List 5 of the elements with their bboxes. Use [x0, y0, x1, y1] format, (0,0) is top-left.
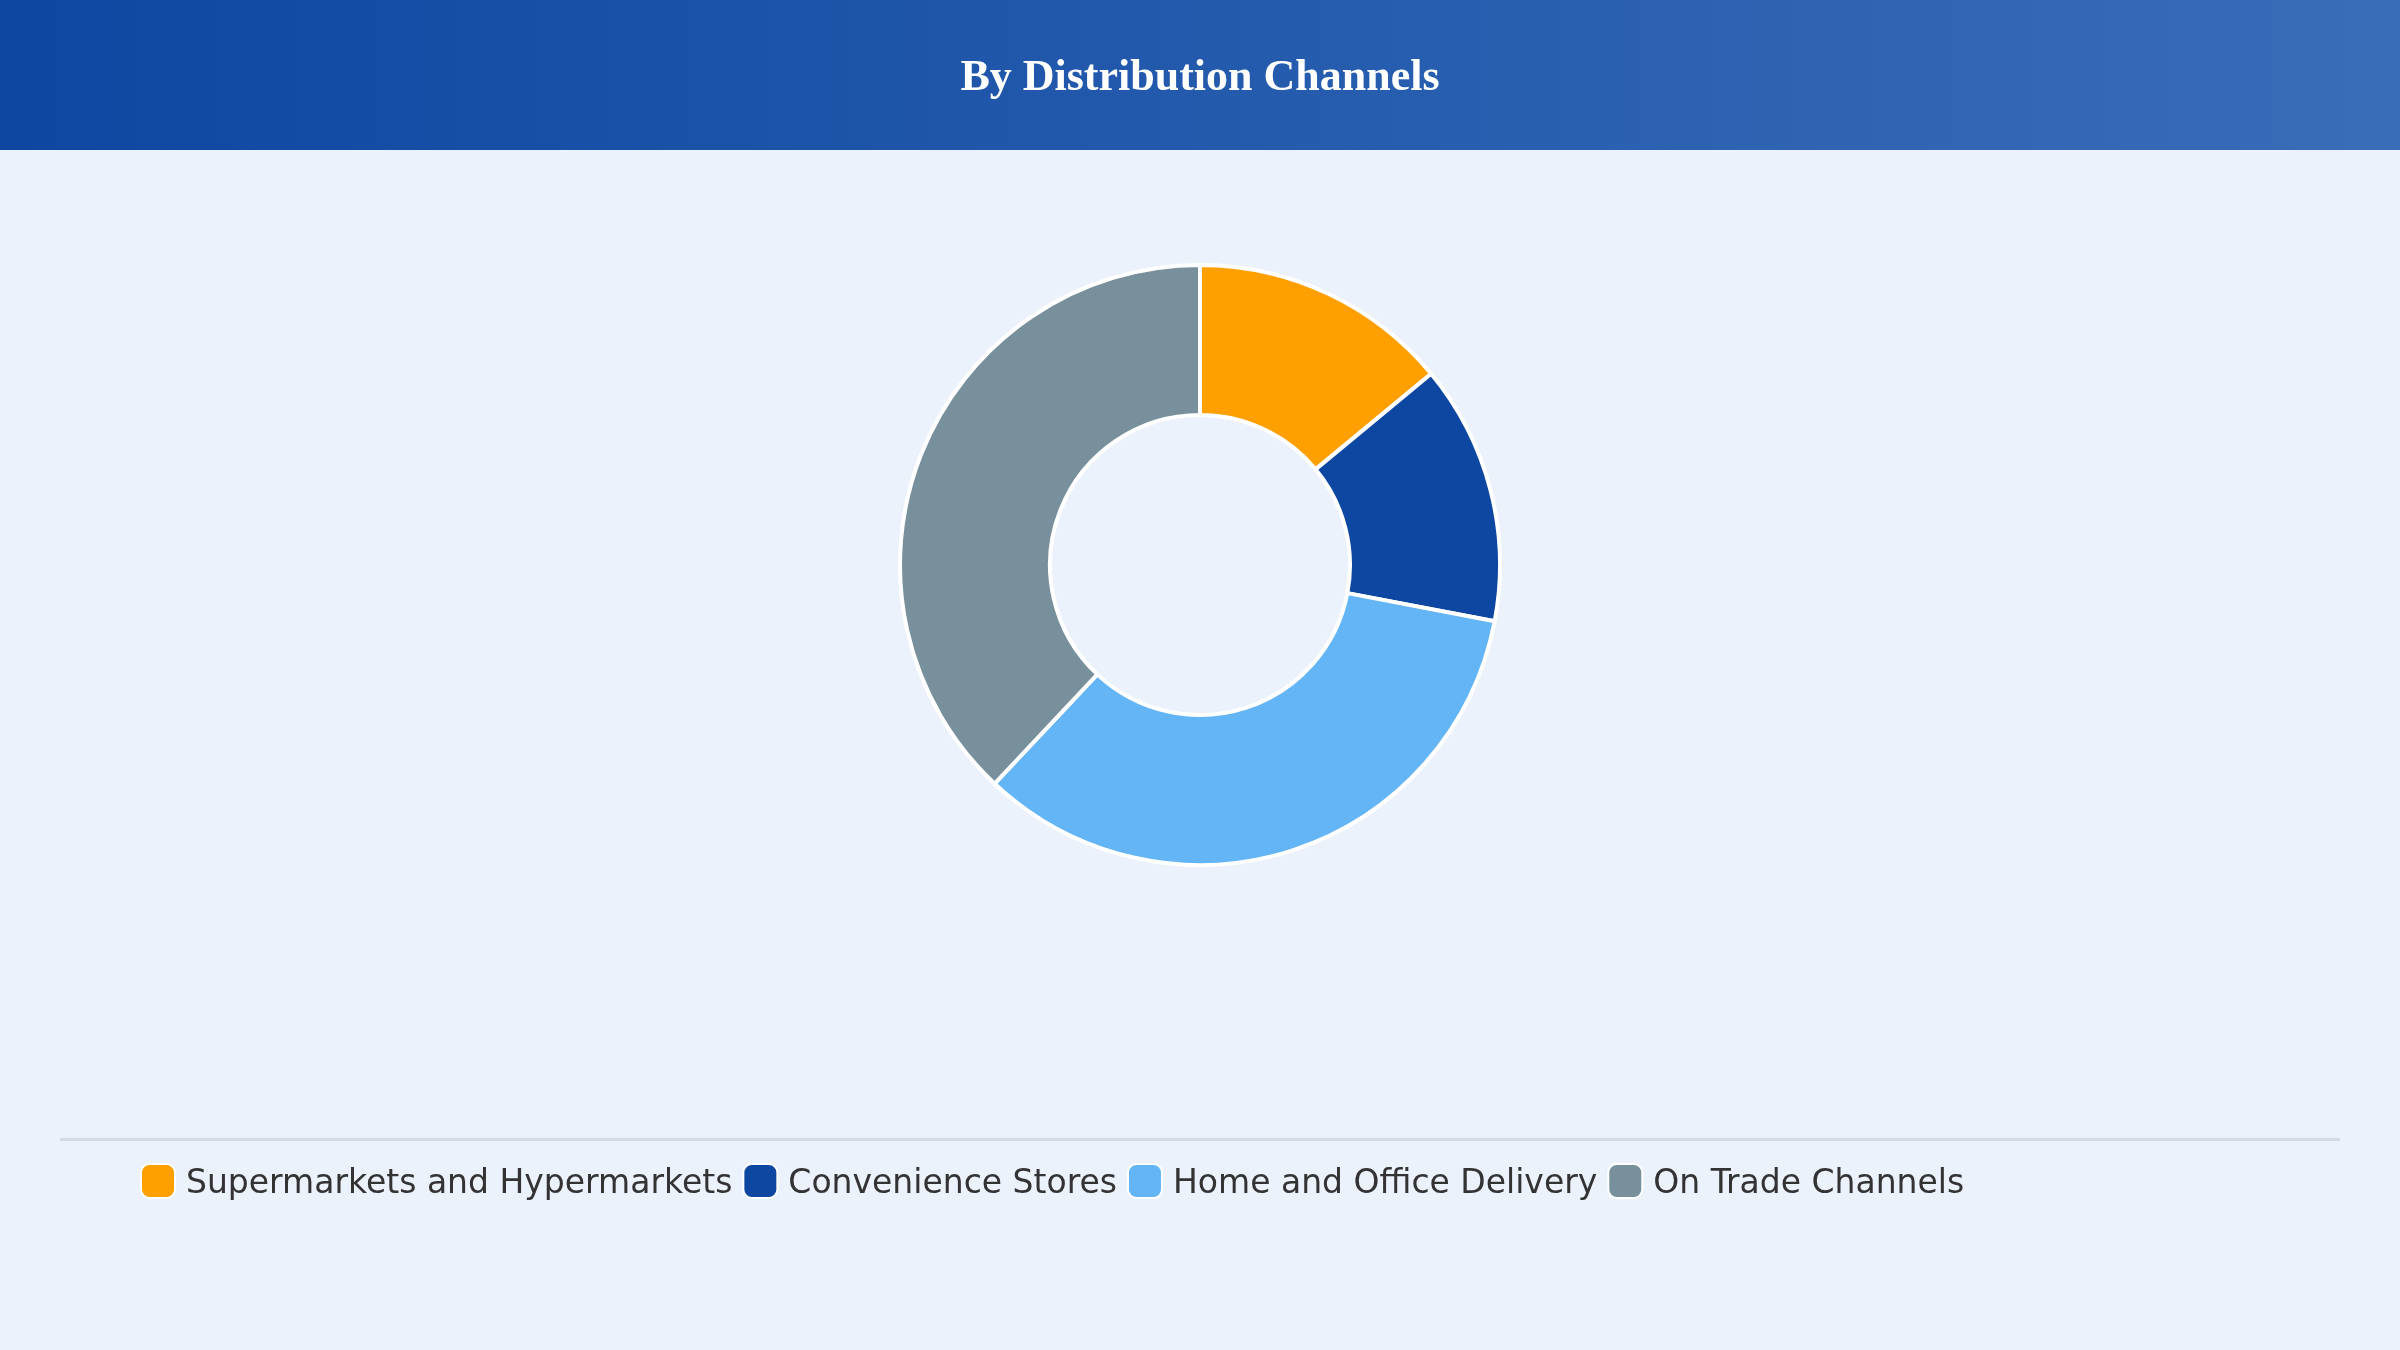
legend-label: Convenience Stores [788, 1161, 1117, 1201]
legend-label: Supermarkets and Hypermarkets [186, 1161, 733, 1201]
legend-label: Home and Office Delivery [1172, 1161, 1598, 1201]
chart-title: By Distribution Channels [0, 0, 2400, 150]
legend-label: On Trade Channels [1653, 1161, 1965, 1201]
